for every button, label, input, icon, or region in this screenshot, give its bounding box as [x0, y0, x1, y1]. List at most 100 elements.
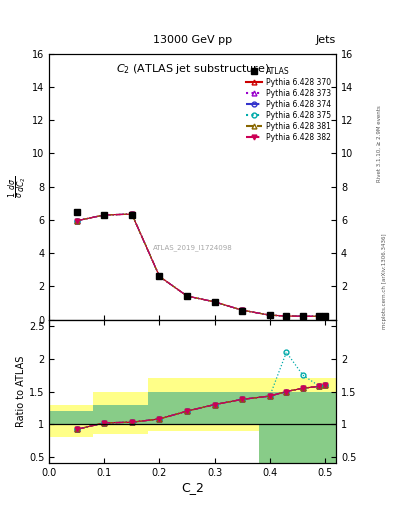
ATLAS	[130, 212, 134, 218]
Pythia 6.428 381	[284, 313, 289, 319]
Pythia 6.428 381	[323, 313, 327, 319]
Text: $C_2$ (ATLAS jet substructure): $C_2$ (ATLAS jet substructure)	[116, 62, 269, 76]
Pythia 6.428 373	[240, 307, 244, 313]
Pythia 6.428 375	[185, 293, 189, 299]
Legend: ATLAS, Pythia 6.428 370, Pythia 6.428 373, Pythia 6.428 374, Pythia 6.428 375, P: ATLAS, Pythia 6.428 370, Pythia 6.428 37…	[244, 66, 332, 143]
Pythia 6.428 375	[102, 212, 107, 218]
Pythia 6.428 382	[240, 307, 244, 313]
ATLAS	[74, 208, 79, 215]
Line: Pythia 6.428 381: Pythia 6.428 381	[74, 211, 327, 319]
Y-axis label: Ratio to ATLAS: Ratio to ATLAS	[16, 356, 26, 427]
Pythia 6.428 373	[212, 299, 217, 305]
Pythia 6.428 375	[323, 313, 327, 319]
Pythia 6.428 382	[102, 212, 107, 218]
ATLAS	[323, 313, 327, 319]
Pythia 6.428 370	[317, 313, 322, 319]
Text: ATLAS_2019_I1724098: ATLAS_2019_I1724098	[153, 244, 232, 251]
Pythia 6.428 382	[301, 313, 305, 319]
ATLAS	[317, 313, 322, 319]
Bar	[49, 411, 93, 424]
Text: mcplots.cern.ch [arXiv:1306.3436]: mcplots.cern.ch [arXiv:1306.3436]	[382, 234, 387, 329]
Pythia 6.428 381	[212, 299, 217, 305]
Pythia 6.428 370	[130, 211, 134, 217]
Y-axis label: $\frac{1}{\sigma}\frac{d\sigma}{dC_2}$: $\frac{1}{\sigma}\frac{d\sigma}{dC_2}$	[6, 176, 29, 198]
Line: Pythia 6.428 373: Pythia 6.428 373	[74, 211, 327, 319]
Pythia 6.428 381	[74, 218, 79, 224]
Pythia 6.428 370	[185, 293, 189, 299]
Pythia 6.428 375	[317, 313, 322, 319]
Pythia 6.428 373	[301, 313, 305, 319]
X-axis label: C_2: C_2	[181, 481, 204, 494]
Pythia 6.428 373	[185, 293, 189, 299]
Bar	[93, 392, 149, 434]
Pythia 6.428 374	[268, 312, 272, 318]
Text: Jets: Jets	[316, 34, 336, 45]
Pythia 6.428 375	[212, 299, 217, 305]
Pythia 6.428 382	[268, 312, 272, 318]
Pythia 6.428 370	[240, 307, 244, 313]
Pythia 6.428 373	[157, 273, 162, 280]
Pythia 6.428 373	[102, 212, 107, 218]
Pythia 6.428 375	[157, 273, 162, 280]
Line: Pythia 6.428 370: Pythia 6.428 370	[74, 211, 327, 319]
Pythia 6.428 374	[185, 293, 189, 299]
Line: ATLAS: ATLAS	[73, 208, 329, 320]
ATLAS	[185, 293, 189, 300]
Pythia 6.428 374	[317, 313, 322, 319]
Pythia 6.428 370	[212, 299, 217, 305]
Pythia 6.428 381	[268, 312, 272, 318]
Text: Rivet 3.1.10, ≥ 2.9M events: Rivet 3.1.10, ≥ 2.9M events	[377, 105, 382, 182]
Pythia 6.428 382	[284, 313, 289, 319]
Line: Pythia 6.428 374: Pythia 6.428 374	[74, 211, 327, 319]
Pythia 6.428 370	[284, 313, 289, 319]
Pythia 6.428 370	[74, 218, 79, 224]
Pythia 6.428 381	[317, 313, 322, 319]
ATLAS	[301, 313, 305, 319]
Pythia 6.428 374	[157, 273, 162, 280]
Pythia 6.428 374	[102, 212, 107, 218]
Pythia 6.428 374	[212, 299, 217, 305]
Pythia 6.428 370	[102, 212, 107, 218]
Pythia 6.428 382	[212, 299, 217, 305]
Pythia 6.428 382	[157, 273, 162, 280]
Pythia 6.428 381	[185, 293, 189, 299]
Pythia 6.428 375	[74, 218, 79, 224]
Pythia 6.428 375	[284, 313, 289, 319]
Bar	[259, 392, 336, 466]
Bar	[49, 404, 93, 437]
Pythia 6.428 370	[323, 313, 327, 319]
Pythia 6.428 381	[301, 313, 305, 319]
Pythia 6.428 381	[102, 212, 107, 218]
Pythia 6.428 373	[284, 313, 289, 319]
ATLAS	[284, 313, 289, 319]
Text: 13000 GeV pp: 13000 GeV pp	[153, 34, 232, 45]
Pythia 6.428 381	[157, 273, 162, 280]
Pythia 6.428 373	[317, 313, 322, 319]
Pythia 6.428 374	[74, 218, 79, 224]
Pythia 6.428 382	[317, 313, 322, 319]
Pythia 6.428 382	[74, 218, 79, 224]
Line: Pythia 6.428 382: Pythia 6.428 382	[74, 211, 327, 319]
ATLAS	[102, 212, 107, 218]
Bar	[259, 378, 336, 466]
ATLAS	[212, 299, 217, 305]
Pythia 6.428 375	[268, 312, 272, 318]
Pythia 6.428 375	[130, 211, 134, 217]
Pythia 6.428 373	[268, 312, 272, 318]
Pythia 6.428 375	[301, 313, 305, 319]
Pythia 6.428 370	[268, 312, 272, 318]
Pythia 6.428 381	[130, 211, 134, 217]
Pythia 6.428 370	[157, 273, 162, 280]
Pythia 6.428 373	[74, 218, 79, 224]
Pythia 6.428 374	[323, 313, 327, 319]
Pythia 6.428 374	[284, 313, 289, 319]
Pythia 6.428 374	[301, 313, 305, 319]
ATLAS	[157, 273, 162, 280]
Bar	[149, 392, 259, 424]
Bar	[93, 404, 149, 424]
Pythia 6.428 375	[240, 307, 244, 313]
Pythia 6.428 373	[323, 313, 327, 319]
Pythia 6.428 373	[130, 211, 134, 217]
Pythia 6.428 382	[130, 211, 134, 217]
ATLAS	[268, 312, 272, 318]
